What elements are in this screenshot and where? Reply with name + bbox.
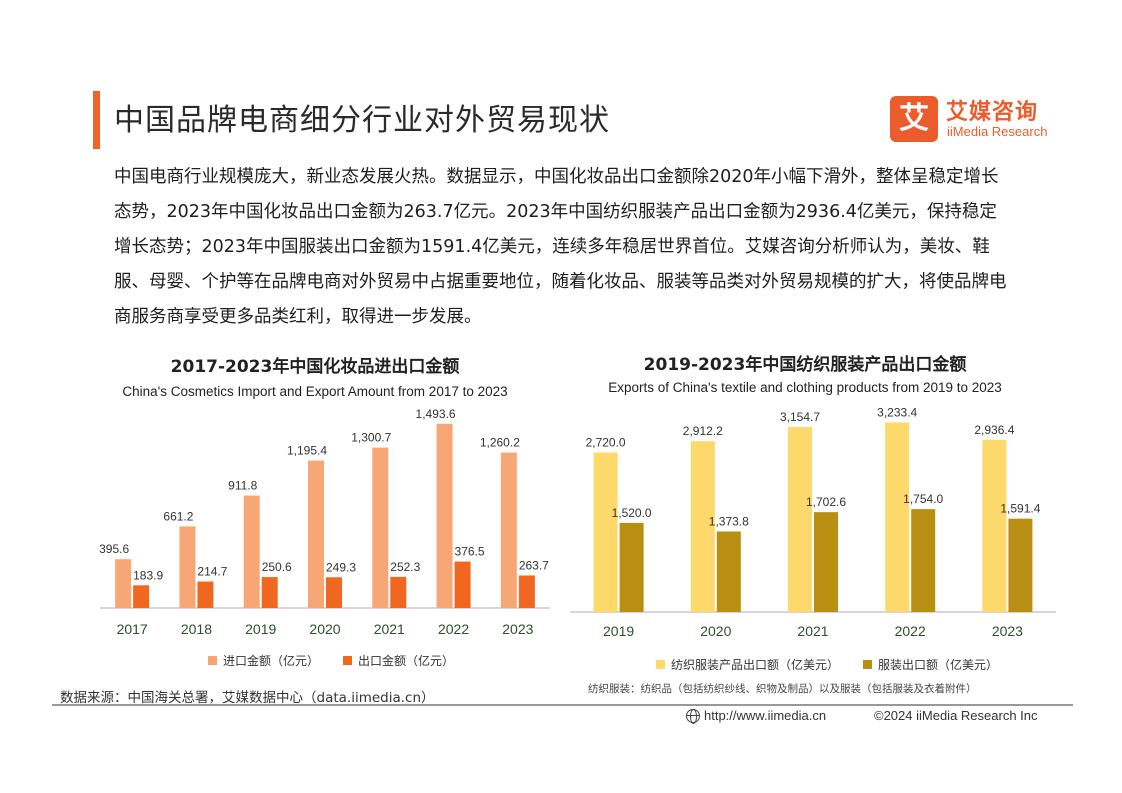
data-label-primary-2021: 3,154.7 — [780, 410, 820, 424]
textile-note: 纺织服装：纺织品（包括纺织纱线、织物及制品）以及服装（包括服装及衣着附件） — [588, 683, 977, 695]
x-tick-label-2019: 2019 — [245, 621, 276, 637]
data-label-primary-2019: 911.8 — [228, 479, 257, 493]
data-label-secondary-2020: 1,373.8 — [709, 514, 749, 528]
x-tick-label-2021: 2021 — [797, 623, 828, 639]
chart1-subtitle: China's Cosmetics Import and Export Amou… — [122, 384, 508, 399]
data-label-secondary-2019: 250.6 — [262, 560, 292, 574]
footer-website[interactable]: http://www.iimedia.cn — [686, 708, 827, 724]
textile-bar-chart: 2,720.0 1,520.0 2019 2,912.2 1,373.8 2020 3,15… — [570, 405, 1056, 639]
cosmetics-bar-chart: 395.6 183.9 2017 661.2 214.7 2018 911.8 250.6 20… — [99, 407, 550, 637]
bar-secondary-2021 — [814, 512, 838, 612]
data-label-primary-2020: 1,195.4 — [287, 444, 327, 458]
iimedia-logo: 艾 艾媒咨询 iiMedia Research — [890, 94, 1070, 144]
legend-label-import: 进口金额（亿元） — [223, 654, 320, 668]
data-label-primary-2020: 2,912.2 — [683, 424, 723, 438]
legend-swatch-clothing — [863, 660, 873, 669]
data-label-secondary-2023: 263.7 — [519, 558, 549, 572]
bar-secondary-2019 — [619, 522, 644, 612]
data-label-secondary-2023: 1,591.4 — [1000, 502, 1040, 516]
legend-label-clothing: 服装出口额（亿美元） — [878, 658, 999, 672]
data-label-secondary-2022: 376.5 — [455, 545, 485, 559]
data-label-secondary-2021: 252.3 — [390, 560, 420, 574]
data-source: 数据来源：中国海关总署，艾媒数据中心（data.iimedia.cn） — [60, 690, 435, 706]
data-label-secondary-2018: 214.7 — [197, 565, 227, 579]
bar-primary-2019 — [593, 452, 618, 612]
data-label-secondary-2022: 1,754.0 — [903, 492, 943, 506]
bar-secondary-2018 — [197, 581, 214, 608]
page-title: 中国品牌电商细分行业对外贸易现状 — [114, 103, 610, 138]
bar-secondary-2023 — [518, 575, 535, 608]
intro-paragraph: 中国电商行业规模庞大，新业态发展火热。数据显示，中国化妆品出口金额除2020年小… — [114, 167, 1007, 327]
legend-swatch-import — [208, 656, 217, 665]
x-tick-label-2021: 2021 — [374, 621, 405, 637]
footer-url-text[interactable]: http://www.iimedia.cn — [704, 708, 827, 723]
x-tick-label-2018: 2018 — [181, 621, 212, 637]
globe-icon — [686, 708, 700, 724]
data-label-secondary-2017: 183.9 — [133, 568, 163, 582]
legend-label-export: 出口金额（亿元） — [358, 654, 455, 668]
x-tick-label-2019: 2019 — [603, 623, 634, 639]
x-tick-label-2023: 2023 — [502, 621, 533, 637]
logo-mark: 艾 — [890, 96, 938, 142]
title-accent-bar — [93, 91, 100, 149]
bar-primary-2021 — [788, 427, 812, 612]
data-label-primary-2022: 3,233.4 — [877, 405, 917, 419]
data-label-secondary-2019: 1,520.0 — [612, 506, 652, 520]
bar-primary-2019 — [243, 495, 260, 608]
data-label-primary-2023: 1,260.2 — [480, 436, 520, 450]
chart1-title: 2017-2023年中国化妆品进出口金额 — [170, 357, 460, 377]
data-label-primary-2023: 2,936.4 — [974, 423, 1014, 437]
footer-copyright: ©2024 iiMedia Research Inc — [874, 708, 1038, 723]
footer-divider — [52, 704, 1073, 706]
x-tick-label-2022: 2022 — [438, 621, 469, 637]
bar-secondary-2019 — [261, 577, 278, 608]
bar-primary-2023 — [982, 439, 1007, 612]
bar-primary-2022 — [436, 423, 453, 608]
legend-swatch-textile — [656, 660, 665, 669]
bar-secondary-2022 — [911, 509, 936, 612]
bar-secondary-2020 — [326, 577, 342, 608]
chart2-title: 2019-2023年中国纺织服装产品出口金额 — [643, 355, 967, 375]
data-label-secondary-2020: 249.3 — [326, 560, 356, 574]
data-label-primary-2017: 395.6 — [99, 542, 129, 556]
data-label-primary-2019: 2,720.0 — [586, 435, 626, 449]
bar-secondary-2017 — [133, 585, 150, 608]
bar-primary-2023 — [500, 452, 517, 608]
data-label-primary-2018: 661.2 — [163, 509, 193, 523]
bar-primary-2020 — [308, 460, 324, 608]
bar-secondary-2021 — [390, 576, 407, 608]
x-tick-label-2022: 2022 — [895, 623, 926, 639]
bar-secondary-2023 — [1008, 518, 1033, 612]
bar-primary-2017 — [115, 559, 132, 608]
chart1-legend: 进口金额（亿元） 出口金额（亿元） — [208, 652, 454, 669]
bar-primary-2022 — [885, 422, 910, 612]
bar-secondary-2022 — [454, 561, 471, 608]
chart2-subtitle: Exports of China's textile and clothing … — [608, 380, 1002, 395]
logo-cn-text: 艾媒咨询 — [946, 100, 1039, 125]
x-tick-label-2020: 2020 — [309, 621, 340, 637]
bar-secondary-2020 — [716, 531, 741, 612]
data-label-primary-2021: 1,300.7 — [351, 431, 391, 445]
data-label-primary-2022: 1,493.6 — [416, 407, 456, 421]
bar-primary-2018 — [179, 526, 196, 608]
chart2-legend: 纺织服装产品出口额（亿美元） 服装出口额（亿美元） — [656, 656, 998, 673]
data-label-secondary-2021: 1,702.6 — [806, 495, 846, 509]
legend-label-textile: 纺织服装产品出口额（亿美元） — [671, 658, 840, 672]
x-tick-label-2020: 2020 — [700, 623, 731, 639]
logo-en-text: iiMedia Research — [947, 124, 1048, 139]
legend-swatch-export — [343, 656, 353, 665]
x-tick-label-2017: 2017 — [117, 621, 148, 637]
x-tick-label-2023: 2023 — [992, 623, 1023, 639]
bar-primary-2020 — [690, 441, 715, 612]
bar-primary-2021 — [372, 447, 389, 608]
